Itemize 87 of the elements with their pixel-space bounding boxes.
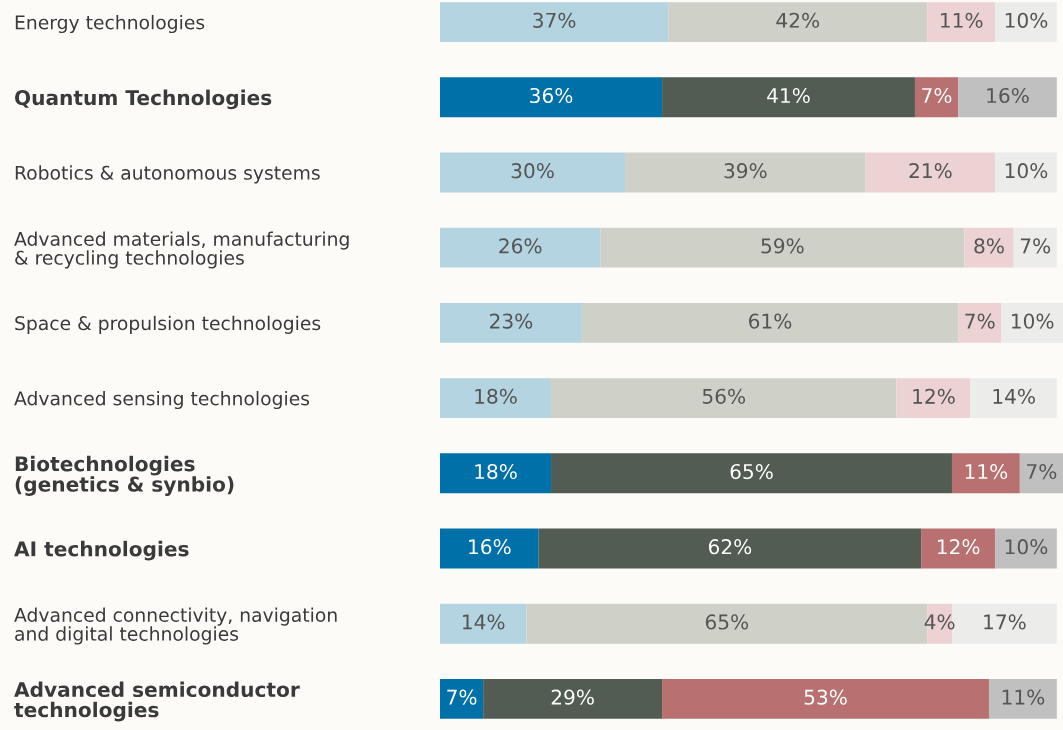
- bar: [896, 378, 971, 419]
- data-label: 4%: [924, 614, 955, 630]
- data-label: 26%: [499, 238, 542, 254]
- data-label: 56%: [702, 388, 746, 404]
- y-tick-label: Advanced connectivity, navigation and digital technologies: [14, 607, 337, 645]
- bar: [538, 528, 922, 569]
- bar: [988, 678, 1057, 719]
- data-label: 21%: [909, 163, 952, 179]
- y-tick-label: Advanced materials, manufacturing & recycling technologies: [14, 231, 349, 269]
- y-tick-label: Quantum Technologies: [15, 89, 272, 110]
- bar: [581, 302, 959, 343]
- data-label: 10%: [1005, 163, 1048, 179]
- bar: [668, 2, 928, 42]
- data-label: 18%: [475, 463, 517, 480]
- bar: [440, 2, 669, 42]
- bar: [600, 227, 965, 268]
- y-tick-label: Space & propulsion technologies: [15, 315, 321, 334]
- data-label: 10%: [1011, 313, 1054, 329]
- data-label: 10%: [1005, 539, 1048, 555]
- data-label: 7%: [1020, 238, 1051, 254]
- y-tick-label: Biotechnologies (genetics & synbio): [15, 455, 234, 496]
- data-label: 30%: [511, 163, 554, 179]
- data-label: 41%: [767, 87, 810, 104]
- data-label: 12%: [913, 388, 955, 404]
- bar: [927, 2, 996, 42]
- data-label: 8%: [974, 238, 1004, 254]
- data-label: 61%: [749, 313, 792, 329]
- data-label: 62%: [708, 539, 752, 555]
- bar: [995, 528, 1057, 569]
- data-label: 11%: [941, 12, 983, 28]
- bar: [440, 152, 626, 193]
- data-label: 11%: [965, 463, 1008, 480]
- y-tick-label: Robotics & autonomous systems: [15, 165, 320, 184]
- y-tick-label: Advanced semiconductor technologies: [14, 681, 300, 722]
- bar: [1013, 227, 1057, 268]
- bar: [995, 2, 1057, 42]
- bar: [1019, 453, 1063, 494]
- bar: [483, 678, 663, 719]
- bar: [1001, 302, 1063, 343]
- data-label: 12%: [937, 539, 980, 555]
- bar: [865, 152, 996, 193]
- bar: [551, 453, 952, 494]
- bar: [440, 227, 601, 268]
- data-label: 16%: [987, 87, 1029, 104]
- bar: [440, 603, 527, 644]
- bar: [914, 77, 959, 118]
- data-label: 14%: [993, 388, 1035, 404]
- bar: [440, 378, 552, 419]
- y-tick-label: Advanced sensing technologies: [14, 390, 310, 410]
- bar: [951, 453, 1020, 494]
- bar: [921, 528, 996, 569]
- bar: [440, 678, 484, 719]
- data-label: 10%: [1005, 12, 1048, 28]
- data-label: 7%: [447, 689, 477, 705]
- data-label: 36%: [530, 87, 573, 104]
- bar: [662, 77, 915, 118]
- data-label: 18%: [475, 388, 517, 404]
- data-label: 7%: [965, 313, 995, 329]
- bar: [958, 302, 1002, 343]
- data-label: 42%: [776, 12, 820, 28]
- bar: [995, 152, 1057, 193]
- data-label: 59%: [761, 238, 804, 254]
- data-label: 53%: [804, 689, 847, 705]
- data-label: 17%: [984, 614, 1026, 630]
- data-label: 65%: [705, 614, 749, 630]
- bar: [662, 678, 989, 719]
- data-label: 7%: [922, 87, 952, 104]
- y-tick-label: Energy technologies: [15, 14, 205, 34]
- bar: [625, 152, 866, 193]
- data-label: 11%: [1002, 689, 1045, 705]
- bar: [440, 77, 663, 118]
- bar: [958, 77, 1057, 118]
- bar: [964, 227, 1014, 268]
- bar: [970, 378, 1057, 419]
- data-label: 39%: [724, 163, 767, 179]
- data-label: 16%: [469, 539, 511, 555]
- data-label: 65%: [730, 463, 773, 480]
- data-label: 7%: [1027, 463, 1057, 480]
- bar: [440, 528, 539, 569]
- data-label: 37%: [533, 12, 576, 28]
- data-label: 29%: [551, 689, 594, 705]
- data-label: 14%: [463, 614, 505, 630]
- data-label: 23%: [490, 313, 533, 329]
- bar: [440, 302, 582, 343]
- bar: [440, 453, 552, 494]
- y-tick-label: AI technologies: [14, 540, 189, 561]
- bar: [551, 378, 897, 419]
